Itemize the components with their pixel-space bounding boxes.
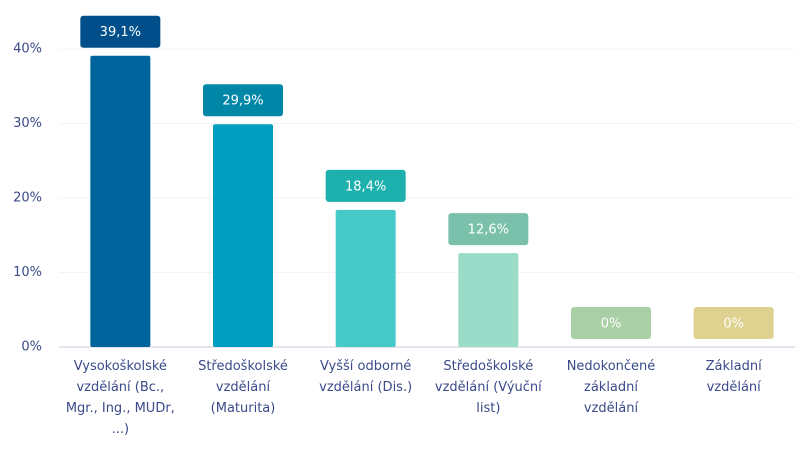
y-tick-label: 20% — [13, 191, 42, 206]
value-label: 0% — [601, 317, 622, 332]
x-tick-line: vzdělání — [216, 380, 271, 395]
y-tick-label: 40% — [13, 42, 42, 57]
bar — [90, 55, 151, 348]
value-label-box — [571, 307, 651, 339]
x-tick-line: (Maturita) — [211, 401, 276, 416]
x-tick-line: Středoškolské — [443, 359, 533, 374]
x-tick-line: vzdělání — [707, 380, 762, 395]
value-label-box — [80, 15, 161, 48]
x-tick-line: Vysokoškolské — [74, 359, 167, 374]
y-tick-label: 0% — [21, 340, 42, 355]
x-tick-line: ...) — [112, 422, 129, 437]
x-tick-line: vzdělání (Výuční — [435, 380, 542, 395]
x-tick-label: Vyšší odborné vzdělání (Dis.) — [319, 359, 412, 395]
y-tick-label: 30% — [13, 116, 42, 131]
value-label: 12,6% — [468, 223, 509, 238]
bar — [335, 209, 396, 347]
x-tick-label: Základní vzdělání — [706, 359, 762, 395]
x-tick-line: vzdělání — [584, 401, 639, 416]
bar — [458, 253, 519, 347]
bar — [213, 124, 273, 348]
x-tick-line: Nedokončené — [567, 359, 656, 374]
x-tick-line: Středoškolské — [198, 359, 288, 374]
value-label: 39,1% — [100, 25, 141, 40]
x-tick-line: Základní — [706, 359, 762, 374]
value-label-box — [203, 84, 283, 117]
x-tick-line: list) — [476, 401, 500, 416]
value-label: 18,4% — [345, 179, 386, 194]
x-tick-line: základní — [584, 380, 638, 395]
x-tick-label: Středoškolské vzdělání (Maturita) — [198, 359, 288, 416]
y-tick-label: 10% — [13, 265, 42, 280]
x-tick-label: Nedokončené základní vzdělání — [567, 359, 656, 416]
x-tick-line: vzdělání (Bc., — [76, 380, 164, 395]
x-tick-label: Vysokoškolské vzdělání (Bc., Mgr., Ing., M… — [66, 359, 175, 437]
value-label-box — [693, 307, 774, 339]
x-tick-line: Mgr., Ing., MUDr, — [66, 401, 175, 416]
value-label-box — [325, 169, 406, 202]
value-label-box — [448, 213, 529, 246]
value-label: 29,9% — [222, 94, 263, 109]
x-tick-line: vzdělání (Dis.) — [319, 380, 412, 395]
x-tick-line: Vyšší odborné — [320, 359, 411, 374]
x-tick-label: Středoškolské vzdělání (Výuční list) — [435, 359, 542, 416]
value-label: 0% — [723, 317, 744, 332]
